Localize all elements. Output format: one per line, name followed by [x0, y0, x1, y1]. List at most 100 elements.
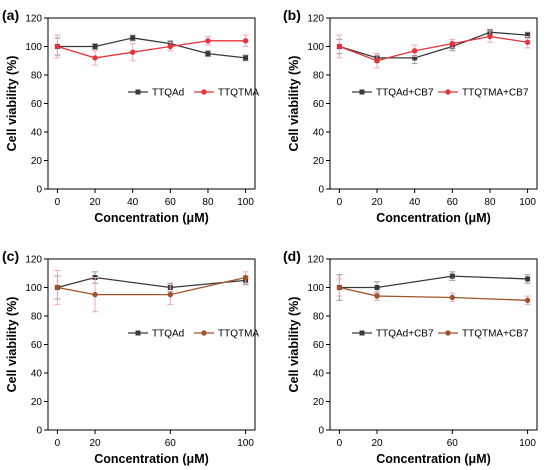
data-point — [92, 291, 98, 298]
y-tick-label: 60 — [31, 99, 43, 110]
plot-frame — [329, 258, 538, 431]
y-axis-title: Cell viability (%) — [5, 56, 19, 152]
series-1 — [336, 30, 531, 69]
x-tick-label: 0 — [55, 197, 61, 208]
plot-frame — [329, 17, 538, 190]
legend-marker — [445, 330, 451, 336]
x-tick-label: 20 — [371, 197, 383, 208]
y-tick-label: 40 — [31, 128, 43, 139]
chart-panel-b: (b) 0 20 40 60 80 100 120 0 20 40 60 80 100 Concentrat… — [283, 7, 538, 225]
y-tick-label: 120 — [25, 14, 42, 25]
legend-marker — [135, 89, 141, 95]
data-point — [205, 38, 211, 44]
y-tick-label: 80 — [31, 312, 43, 323]
series-0 — [336, 28, 531, 65]
y-tick-label: 40 — [313, 128, 325, 139]
data-point — [524, 39, 531, 45]
data-point — [242, 274, 249, 281]
y-tick-label: 0 — [318, 185, 324, 196]
y-tick-label: 80 — [313, 71, 325, 82]
legend-label: TTQAd+CB7 — [376, 88, 434, 99]
data-point — [92, 44, 98, 49]
data-point — [242, 38, 249, 44]
panel-letter: (b) — [283, 7, 301, 23]
series-0 — [336, 271, 531, 301]
legend-marker — [201, 89, 207, 95]
series-line — [57, 276, 246, 289]
x-tick-label: 40 — [409, 197, 421, 208]
y-axis-title: Cell viability (%) — [287, 297, 301, 393]
chart-panel-a: (a) 0 20 40 60 80 100 120 0 20 40 60 80 100 Concentrat… — [2, 7, 259, 225]
y-tick-label: 80 — [31, 71, 43, 82]
y-tick-label: 40 — [31, 369, 43, 380]
x-tick-label: 20 — [371, 438, 383, 449]
series-line — [339, 35, 528, 62]
y-tick-label: 100 — [307, 283, 324, 294]
data-point — [92, 55, 98, 61]
x-tick-label: 60 — [447, 438, 459, 449]
series-line — [57, 37, 246, 59]
y-tick-label: 100 — [307, 42, 324, 53]
y-tick-label: 20 — [313, 156, 325, 167]
legend-marker — [135, 330, 141, 336]
series-line — [57, 276, 246, 296]
legend-label: TTQTMA — [218, 329, 259, 340]
data-point — [129, 49, 136, 55]
data-point — [449, 40, 456, 47]
y-tick-label: 120 — [307, 255, 324, 266]
series-line — [339, 286, 528, 301]
series-1 — [54, 34, 249, 66]
data-point — [374, 58, 380, 64]
legend-label: TTQTMA+CB7 — [462, 88, 529, 99]
y-tick-label: 0 — [36, 426, 42, 437]
x-tick-label: 80 — [202, 197, 214, 208]
x-tick-label: 60 — [165, 197, 177, 208]
x-tick-label: 100 — [519, 438, 536, 449]
legend: TTQAd TTQTMA — [128, 329, 259, 340]
series-line — [339, 275, 528, 289]
x-axis-title: Concentration (μM) — [376, 211, 491, 225]
x-axis-title: Concentration (μM) — [376, 452, 491, 466]
data-point — [336, 284, 343, 291]
x-tick-label: 60 — [447, 197, 459, 208]
legend-marker — [359, 330, 365, 336]
y-tick-label: 60 — [313, 340, 325, 351]
legend-marker — [445, 89, 451, 95]
data-point — [167, 291, 174, 298]
legend-marker — [201, 330, 207, 336]
y-tick-label: 60 — [313, 99, 325, 110]
chart-panel-c: (c) 0 20 40 60 80 100 120 0 20 60 100 Concentration … — [2, 248, 259, 466]
data-point — [374, 293, 380, 299]
data-point — [130, 35, 136, 41]
legend-label: TTQAd — [152, 88, 184, 99]
y-tick-label: 80 — [313, 312, 325, 323]
data-point — [205, 51, 211, 57]
data-point — [412, 55, 418, 61]
y-tick-label: 20 — [313, 397, 325, 408]
series-line — [57, 40, 246, 59]
x-tick-label: 100 — [237, 438, 254, 449]
y-tick-label: 20 — [31, 397, 43, 408]
panel-letter: (c) — [2, 248, 19, 264]
data-point — [525, 276, 531, 282]
y-tick-label: 100 — [25, 42, 42, 53]
x-tick-label: 40 — [127, 197, 139, 208]
panel-letter: (a) — [2, 7, 19, 23]
y-tick-label: 0 — [318, 426, 324, 437]
y-tick-label: 100 — [25, 283, 42, 294]
data-point — [449, 294, 456, 301]
y-tick-label: 20 — [31, 156, 43, 167]
data-point — [243, 55, 249, 61]
plot-frame — [47, 17, 256, 190]
x-tick-label: 80 — [484, 197, 496, 208]
y-tick-label: 120 — [307, 14, 324, 25]
data-point — [54, 284, 61, 291]
x-axis-title: Concentration (μM) — [94, 452, 209, 466]
x-tick-label: 20 — [89, 197, 101, 208]
data-point — [167, 43, 174, 50]
x-tick-label: 60 — [165, 438, 177, 449]
legend-label: TTQTMA — [218, 88, 259, 99]
x-tick-label: 0 — [337, 197, 343, 208]
legend-label: TTQAd — [152, 329, 184, 340]
y-axis-title: Cell viability (%) — [287, 56, 301, 152]
